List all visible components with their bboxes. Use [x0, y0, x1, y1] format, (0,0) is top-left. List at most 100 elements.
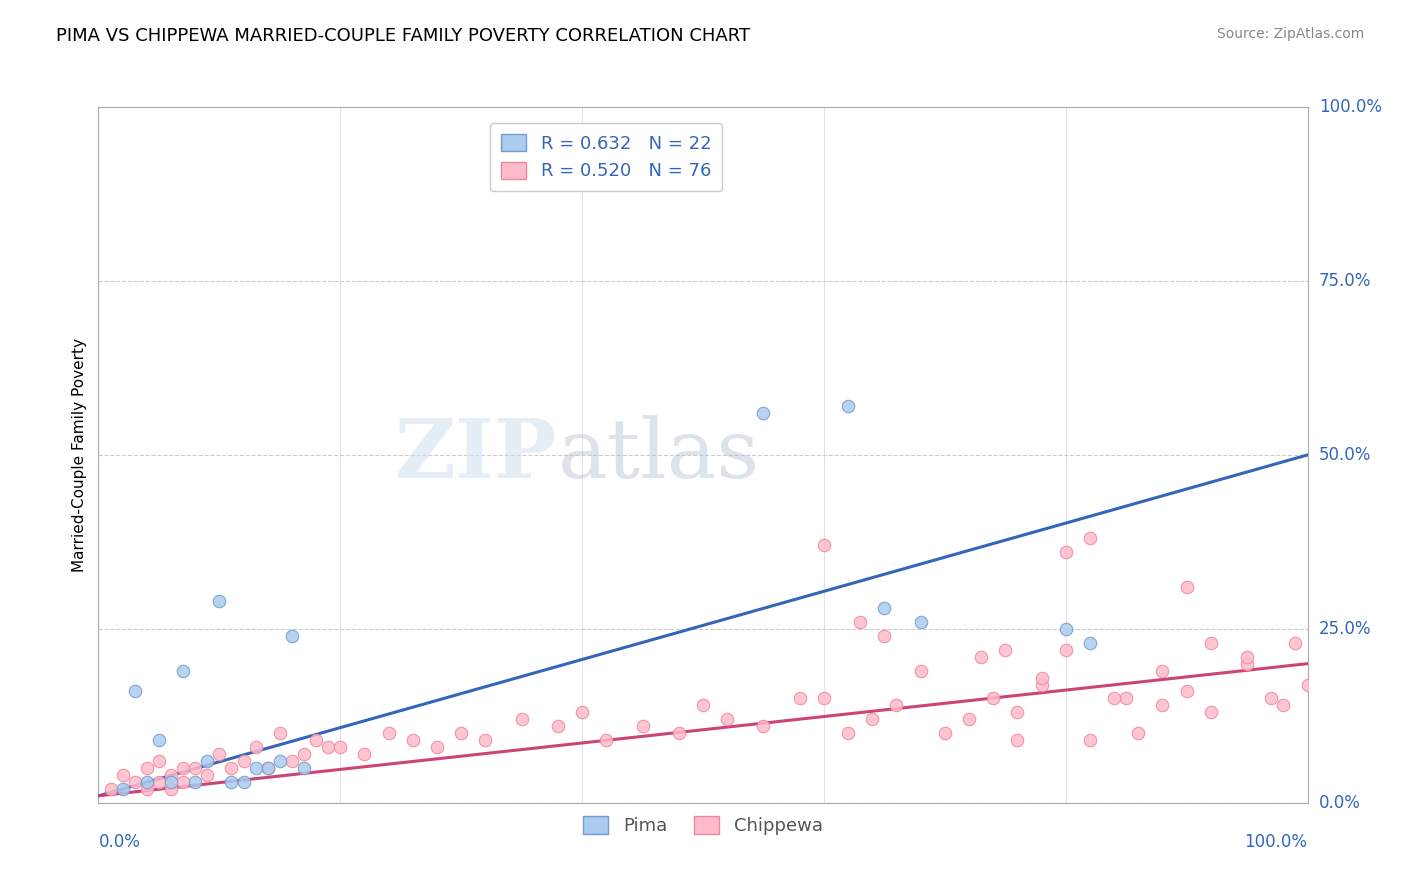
Point	[135, 761, 157, 775]
Text: PIMA VS CHIPPEWA MARRIED-COUPLE FAMILY POVERTY CORRELATION CHART: PIMA VS CHIPPEWA MARRIED-COUPLE FAMILY P…	[56, 27, 751, 45]
Point	[595, 733, 617, 747]
Point	[195, 768, 218, 782]
Point	[716, 712, 738, 726]
Point	[692, 698, 714, 713]
Point	[329, 740, 352, 755]
Point	[1054, 545, 1077, 559]
Text: 100.0%: 100.0%	[1244, 833, 1308, 851]
Point	[316, 740, 339, 755]
Point	[160, 775, 183, 789]
Point	[1031, 677, 1053, 691]
Text: atlas: atlas	[558, 415, 761, 495]
Point	[873, 629, 896, 643]
Point	[208, 594, 231, 608]
Point	[232, 775, 254, 789]
Point	[1102, 691, 1125, 706]
Point	[1296, 677, 1319, 691]
Point	[752, 406, 775, 420]
Y-axis label: Married-Couple Family Poverty: Married-Couple Family Poverty	[72, 338, 87, 572]
Point	[1152, 698, 1174, 713]
Point	[1272, 698, 1295, 713]
Point	[269, 754, 291, 768]
Point	[172, 775, 194, 789]
Point	[837, 726, 859, 740]
Point	[208, 747, 231, 761]
Point	[269, 726, 291, 740]
Point	[547, 719, 569, 733]
Point	[813, 691, 835, 706]
Point	[184, 775, 207, 789]
Point	[450, 726, 472, 740]
Point	[994, 642, 1017, 657]
Text: 75.0%: 75.0%	[1319, 272, 1371, 290]
Point	[281, 629, 304, 643]
Point	[195, 754, 218, 768]
Point	[910, 664, 932, 678]
Point	[426, 740, 449, 755]
Point	[752, 719, 775, 733]
Text: 50.0%: 50.0%	[1319, 446, 1371, 464]
Point	[981, 691, 1004, 706]
Point	[292, 747, 315, 761]
Point	[160, 781, 183, 796]
Point	[256, 761, 278, 775]
Point	[111, 768, 134, 782]
Point	[934, 726, 956, 740]
Point	[957, 712, 980, 726]
Point	[111, 781, 134, 796]
Point	[184, 761, 207, 775]
Point	[305, 733, 328, 747]
Point	[860, 712, 883, 726]
Point	[402, 733, 425, 747]
Point	[353, 747, 375, 761]
Text: 0.0%: 0.0%	[98, 833, 141, 851]
Point	[221, 761, 243, 775]
Point	[910, 615, 932, 629]
Point	[160, 768, 183, 782]
Point	[668, 726, 690, 740]
Point	[474, 733, 496, 747]
Point	[1152, 664, 1174, 678]
Point	[789, 691, 811, 706]
Point	[221, 775, 243, 789]
Point	[510, 712, 533, 726]
Point	[813, 538, 835, 552]
Point	[148, 775, 170, 789]
Point	[1054, 642, 1077, 657]
Point	[1054, 622, 1077, 636]
Point	[631, 719, 654, 733]
Point	[1260, 691, 1282, 706]
Legend: Pima, Chippewa: Pima, Chippewa	[576, 809, 830, 842]
Point	[172, 664, 194, 678]
Point	[1175, 580, 1198, 594]
Point	[172, 761, 194, 775]
Point	[245, 740, 267, 755]
Text: Source: ZipAtlas.com: Source: ZipAtlas.com	[1216, 27, 1364, 41]
Point	[281, 754, 304, 768]
Point	[232, 754, 254, 768]
Point	[1128, 726, 1150, 740]
Point	[135, 775, 157, 789]
Text: 25.0%: 25.0%	[1319, 620, 1371, 638]
Point	[1115, 691, 1137, 706]
Point	[1007, 706, 1029, 720]
Point	[148, 733, 170, 747]
Text: 0.0%: 0.0%	[1319, 794, 1361, 812]
Point	[135, 781, 157, 796]
Point	[100, 781, 122, 796]
Point	[1236, 649, 1258, 664]
Point	[970, 649, 993, 664]
Point	[1175, 684, 1198, 698]
Point	[245, 761, 267, 775]
Text: 100.0%: 100.0%	[1319, 98, 1382, 116]
Point	[1078, 733, 1101, 747]
Point	[1078, 636, 1101, 650]
Point	[1199, 706, 1222, 720]
Point	[1236, 657, 1258, 671]
Point	[256, 761, 278, 775]
Point	[377, 726, 399, 740]
Point	[148, 754, 170, 768]
Point	[124, 775, 146, 789]
Point	[1007, 733, 1029, 747]
Point	[873, 601, 896, 615]
